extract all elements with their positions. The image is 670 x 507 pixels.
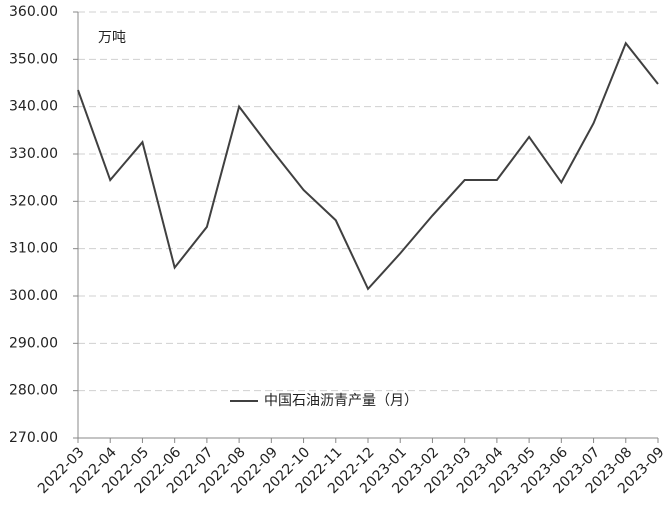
data-line	[77, 41, 659, 291]
y-tick-label: 340.00	[9, 99, 58, 115]
y-tick-label: 350.00	[9, 51, 58, 67]
y-tick-label: 280.00	[9, 383, 58, 399]
unit-annotation: 万吨	[98, 30, 126, 46]
legend-label: 中国石油沥青产量（月）	[264, 393, 418, 409]
y-tick-label: 360.00	[9, 4, 58, 20]
y-tick-label: 310.00	[9, 241, 58, 257]
y-tick-label: 320.00	[9, 193, 58, 209]
y-tick-label: 290.00	[9, 335, 58, 351]
y-tick-label: 330.00	[9, 146, 58, 162]
y-tick-label: 270.00	[9, 430, 58, 446]
y-tick-label: 300.00	[9, 288, 58, 304]
